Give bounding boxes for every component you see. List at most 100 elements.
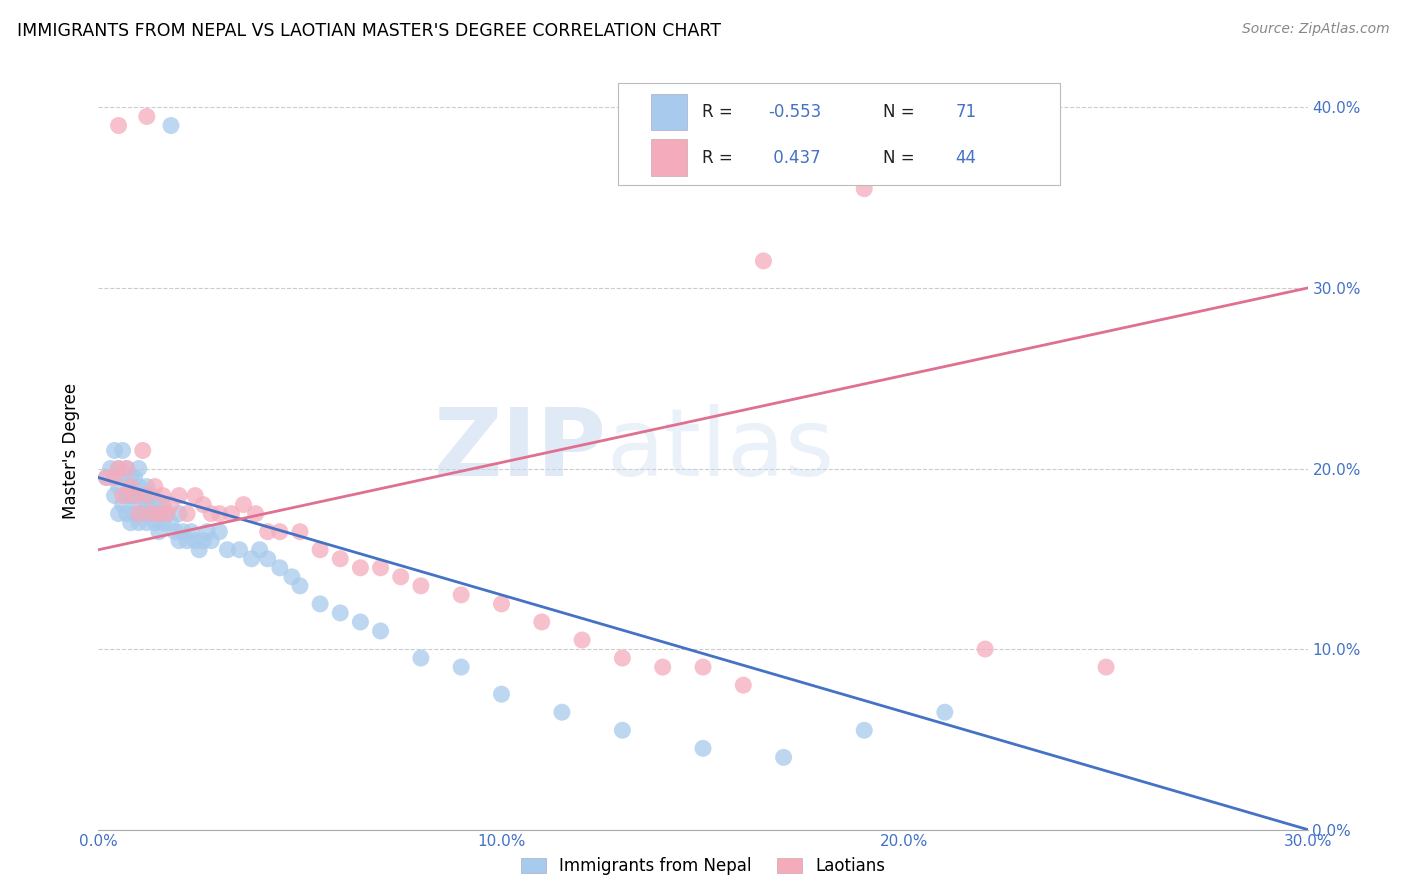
Point xyxy=(389,570,412,584)
Point xyxy=(143,479,166,493)
Point xyxy=(96,470,118,484)
Point xyxy=(107,461,129,475)
Point xyxy=(124,489,146,503)
Point xyxy=(370,561,392,575)
Point xyxy=(188,542,211,557)
Point xyxy=(752,253,775,268)
Point xyxy=(135,110,157,124)
Point xyxy=(491,597,513,611)
Point xyxy=(193,533,215,548)
Text: N =: N = xyxy=(883,149,920,167)
Point xyxy=(530,615,553,629)
Point xyxy=(139,507,162,521)
Text: 71: 71 xyxy=(956,103,977,121)
Point xyxy=(135,479,157,493)
Point xyxy=(107,507,129,521)
Point xyxy=(853,182,876,196)
Point xyxy=(167,489,190,503)
Point xyxy=(148,507,170,521)
Point xyxy=(288,524,311,539)
Point xyxy=(160,516,183,530)
Point xyxy=(228,542,250,557)
Point xyxy=(96,470,118,484)
Point xyxy=(143,516,166,530)
Point xyxy=(107,119,129,133)
Point xyxy=(115,489,138,503)
Point xyxy=(612,723,634,738)
Point xyxy=(195,524,218,539)
Point xyxy=(148,507,170,521)
Point xyxy=(491,687,513,701)
Point xyxy=(288,579,311,593)
Point xyxy=(143,498,166,512)
Point xyxy=(152,498,174,512)
Point xyxy=(232,498,254,512)
Point xyxy=(160,119,183,133)
Point xyxy=(115,461,138,475)
Point xyxy=(103,443,125,458)
Point xyxy=(128,516,150,530)
Point xyxy=(249,542,271,557)
Point xyxy=(176,533,198,548)
Point xyxy=(409,579,432,593)
Point xyxy=(329,551,352,566)
Point xyxy=(612,651,634,665)
Text: atlas: atlas xyxy=(606,404,835,497)
Point xyxy=(132,489,155,503)
Legend: Immigrants from Nepal, Laotians: Immigrants from Nepal, Laotians xyxy=(513,849,893,884)
Point xyxy=(934,705,956,719)
Point xyxy=(1095,660,1118,674)
Point xyxy=(156,507,179,521)
Point xyxy=(111,443,134,458)
Point xyxy=(349,561,371,575)
FancyBboxPatch shape xyxy=(651,139,688,176)
Point xyxy=(240,551,263,566)
Point xyxy=(651,660,673,674)
Point xyxy=(450,588,472,602)
Point xyxy=(120,470,142,484)
Point xyxy=(281,570,304,584)
Point xyxy=(115,507,138,521)
Text: 44: 44 xyxy=(956,149,977,167)
Point xyxy=(269,524,291,539)
Point xyxy=(208,524,231,539)
Point xyxy=(111,498,134,512)
Point xyxy=(329,606,352,620)
Point xyxy=(148,524,170,539)
Point xyxy=(124,489,146,503)
Point xyxy=(111,470,134,484)
Point xyxy=(167,533,190,548)
Text: ZIP: ZIP xyxy=(433,404,606,497)
Point xyxy=(200,507,222,521)
Point xyxy=(853,723,876,738)
Point xyxy=(256,551,278,566)
Point xyxy=(692,660,714,674)
Point xyxy=(100,461,122,475)
Point xyxy=(692,741,714,756)
Point xyxy=(111,489,134,503)
Point xyxy=(200,533,222,548)
Point xyxy=(128,461,150,475)
Point xyxy=(221,507,243,521)
Point xyxy=(120,489,142,503)
Point xyxy=(184,489,207,503)
Y-axis label: Master's Degree: Master's Degree xyxy=(62,383,80,518)
Point xyxy=(132,507,155,521)
Text: IMMIGRANTS FROM NEPAL VS LAOTIAN MASTER'S DEGREE CORRELATION CHART: IMMIGRANTS FROM NEPAL VS LAOTIAN MASTER'… xyxy=(17,22,721,40)
Point xyxy=(124,507,146,521)
Point xyxy=(135,489,157,503)
Point xyxy=(163,524,186,539)
Point xyxy=(139,489,162,503)
Text: R =: R = xyxy=(702,149,738,167)
Point xyxy=(124,470,146,484)
FancyBboxPatch shape xyxy=(651,94,688,130)
Point xyxy=(208,507,231,521)
Point xyxy=(135,516,157,530)
Point xyxy=(349,615,371,629)
Point xyxy=(370,624,392,638)
FancyBboxPatch shape xyxy=(619,83,1060,186)
Point xyxy=(733,678,755,692)
Point xyxy=(409,651,432,665)
Point xyxy=(180,524,202,539)
Point xyxy=(128,507,150,521)
